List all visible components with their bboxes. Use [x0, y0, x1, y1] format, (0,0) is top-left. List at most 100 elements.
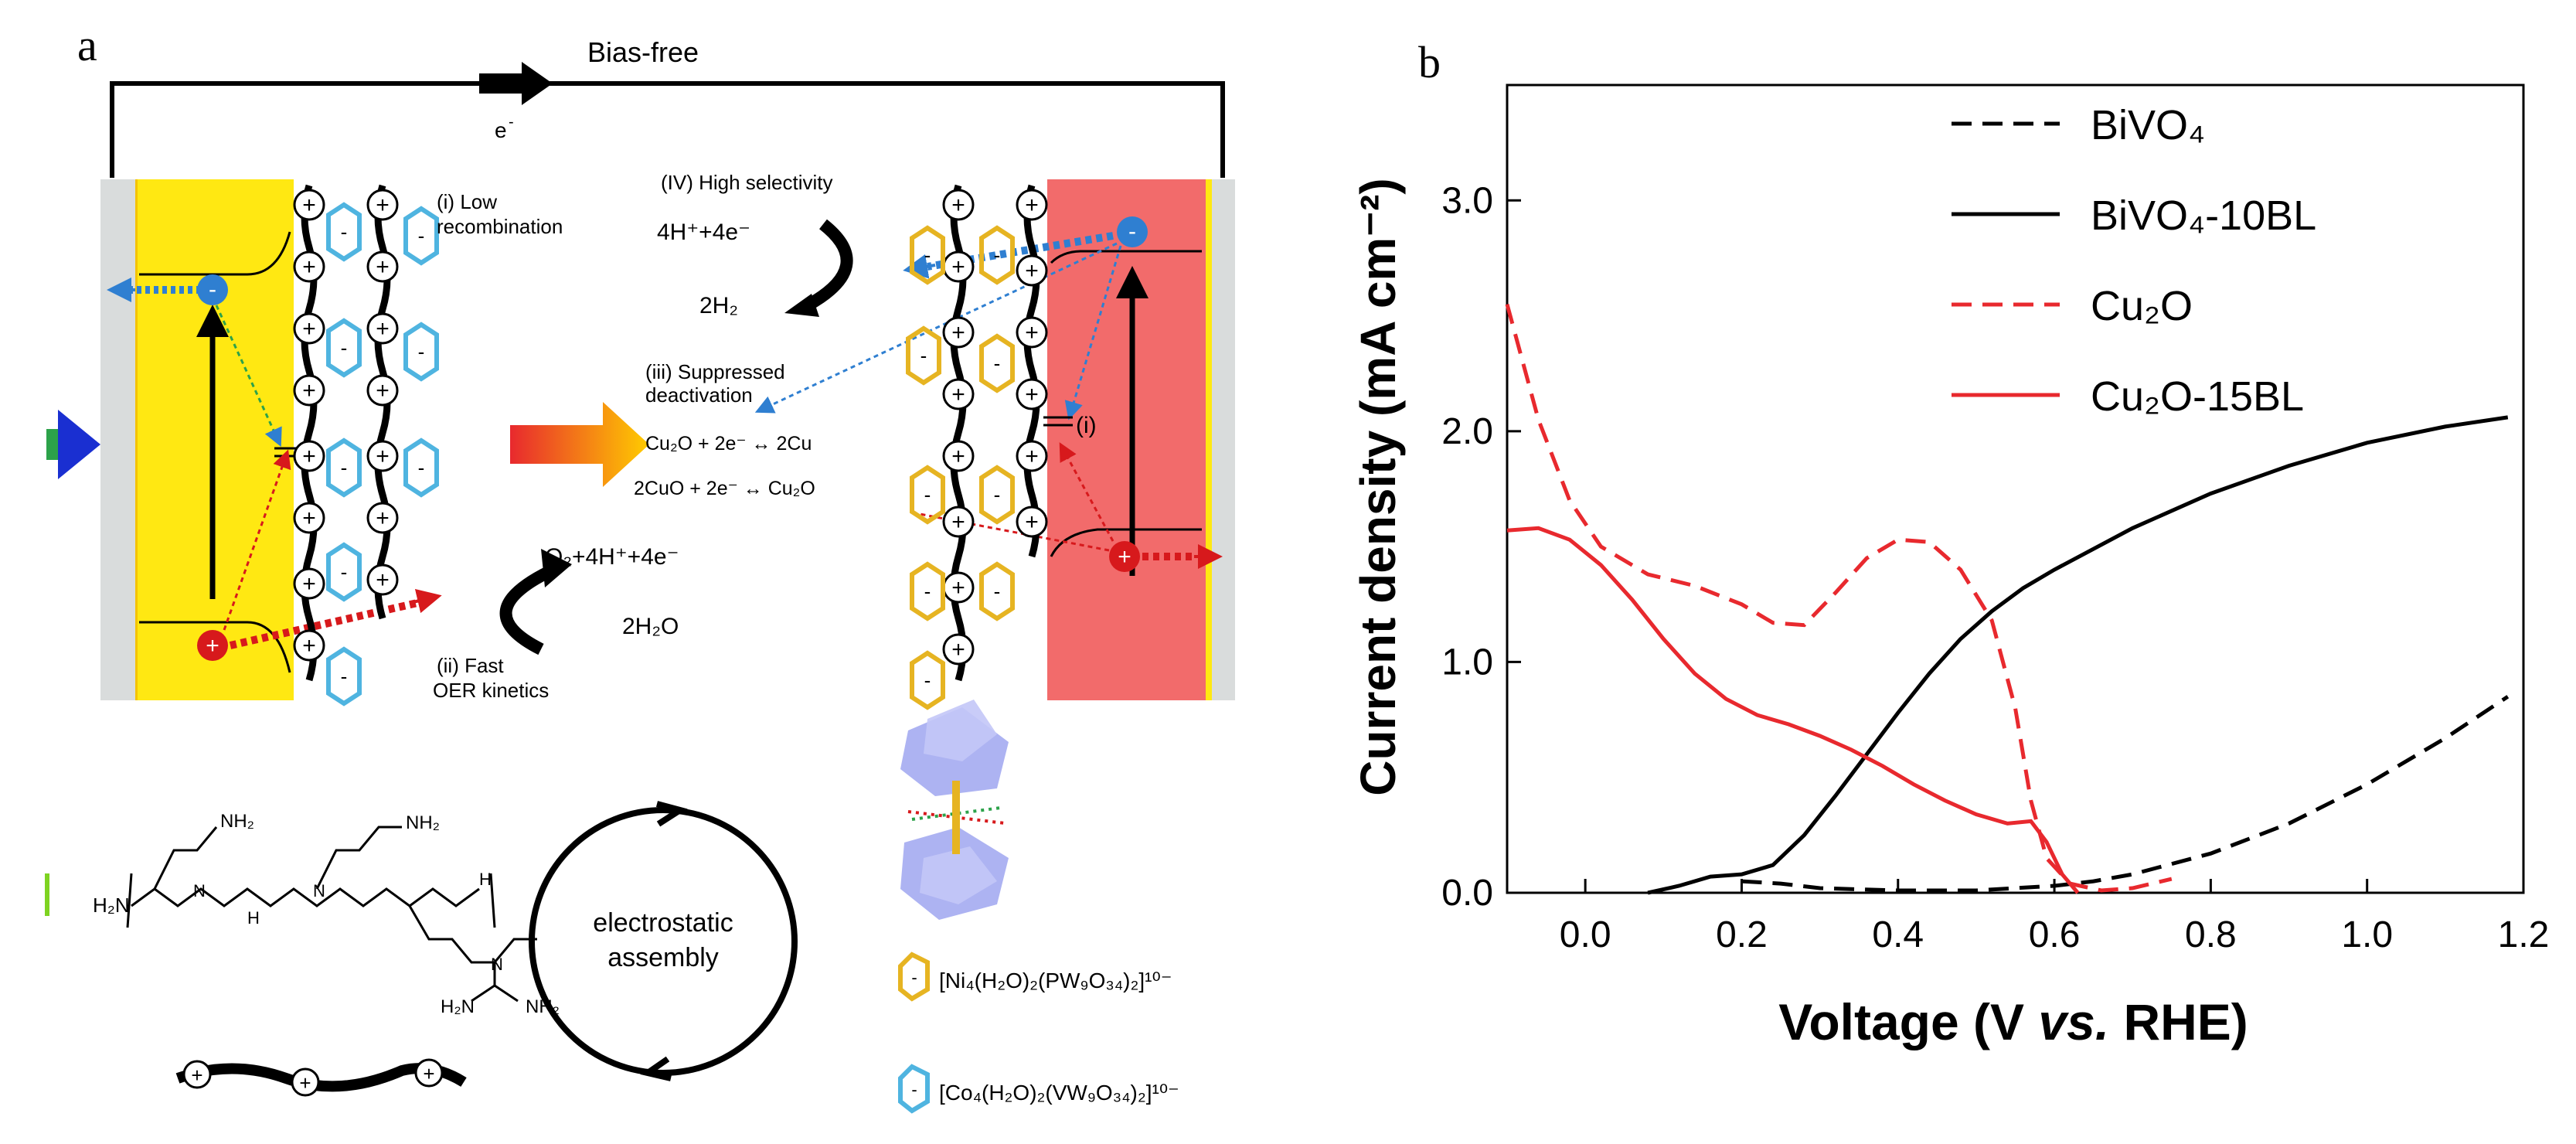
svg-text:-: - — [418, 224, 425, 247]
svg-text:+: + — [302, 378, 316, 403]
suppressed-label-1: (iii) Suppressed — [645, 360, 785, 383]
plus-charge: + — [942, 378, 975, 410]
panel-a: a Bias-free e - - + — [45, 20, 1235, 1114]
pom-anion: - — [979, 465, 1015, 525]
y-axis-label: Current density (mA cm⁻²) — [1350, 178, 1406, 796]
plus-charge: + — [366, 502, 399, 534]
plus-charge: + — [1016, 189, 1048, 221]
plus-charge: + — [366, 563, 399, 596]
plus-charge: + — [366, 374, 399, 407]
svg-text:+: + — [376, 506, 390, 531]
svg-text:NH₂: NH₂ — [406, 812, 440, 833]
x-axis-label: Voltage (V vs. RHE) — [1778, 993, 2248, 1050]
svg-text:+: + — [191, 1064, 202, 1087]
fast-kinetics-label-2: OER kinetics — [433, 679, 549, 702]
svg-text:H: H — [479, 870, 492, 889]
cuo-reduction-reaction: 2CuO + 2e⁻ ↔ Cu₂O — [634, 478, 815, 499]
svg-text:-: - — [920, 344, 927, 367]
pom-anion: - — [910, 561, 945, 621]
plus-charge: + — [942, 250, 975, 283]
pom-anion: - — [326, 318, 362, 378]
plus-charge: + — [293, 312, 325, 345]
electron-transfer-arrow-right — [903, 254, 936, 279]
svg-text:+: + — [299, 1071, 311, 1095]
assembly-label-2: assembly — [607, 943, 719, 972]
svg-text:+: + — [951, 382, 965, 407]
svg-text:-: - — [341, 220, 348, 243]
svg-text:-: - — [994, 580, 1001, 603]
svg-text:+: + — [302, 633, 316, 659]
tandem-flow-arrow — [510, 402, 649, 487]
svg-text:N: N — [313, 881, 325, 901]
plus-charge: + — [366, 312, 399, 345]
cu2o-photocathode — [1047, 179, 1206, 700]
plus-charge: + — [1016, 316, 1048, 349]
water-reactant: 2H₂O — [622, 614, 679, 639]
x-tick-label: 0.0 — [1560, 914, 1611, 955]
svg-text:+: + — [951, 254, 965, 280]
svg-text:-: - — [994, 352, 1001, 375]
plot-frame — [1506, 83, 2525, 894]
svg-text:+: + — [206, 633, 219, 659]
svg-text:-: - — [911, 1080, 917, 1099]
svg-text:+: + — [302, 316, 316, 342]
svg-text:+: + — [423, 1062, 434, 1085]
panel-b: b 0.0 0.2 0.4 0.6 0.8 1.0 1.2 0.0 1.0 2.0 3.0 BiVO… — [1350, 37, 2549, 1050]
pom-anion: - — [326, 646, 362, 706]
plus-charge: + — [1016, 506, 1048, 538]
svg-text:-: - — [924, 243, 931, 267]
co-pom-formula: [Co₄(H₂O)₂(VW₉O₃₄)₂]¹⁰⁻ — [939, 1081, 1179, 1105]
y-tick-label: 1.0 — [1441, 642, 1493, 683]
pei-end-amine: H₂N — [93, 894, 130, 917]
series-line-1 — [1647, 415, 2509, 895]
svg-text:+: + — [951, 575, 965, 601]
pom-anion: - — [326, 202, 362, 262]
pom-anion: - — [910, 225, 945, 285]
svg-text:-: - — [341, 336, 348, 359]
svg-text:-: - — [341, 456, 348, 479]
ni-pom-formula: [Ni₄(H₂O)₂(PW₉O₃₄)₂]¹⁰⁻ — [939, 969, 1172, 992]
low-recombination-label-1: (i) Low — [437, 190, 497, 213]
electrostatic-assembly-cycle: electrostatic assembly — [529, 801, 798, 1081]
plus-charge: + — [293, 189, 325, 221]
legend-label-1: BiVO₄-10BL — [2091, 192, 2316, 239]
electron-left — [197, 274, 228, 305]
electron-sup: - — [509, 114, 514, 131]
svg-text:-: - — [1128, 219, 1136, 244]
svg-text:+: + — [951, 320, 965, 346]
svg-text:-: - — [418, 456, 425, 479]
pom-anion: - — [403, 322, 439, 382]
pom-anion: - — [979, 561, 1015, 621]
svg-text:+: + — [951, 509, 965, 535]
svg-text:+: + — [1025, 382, 1039, 407]
hydrogen-product: 2H₂ — [699, 293, 738, 318]
svg-text:NH₂: NH₂ — [220, 811, 254, 832]
low-recombination-label-2: recombination — [437, 215, 563, 238]
polycation-chain-icon: + + + — [175, 1058, 467, 1097]
x-tick-label: 0.8 — [2185, 914, 2237, 955]
svg-text:-: - — [924, 669, 931, 692]
plus-charge: + — [942, 316, 975, 349]
plus-charge: + — [942, 633, 975, 666]
y-tick-label: 2.0 — [1441, 411, 1493, 452]
svg-text:-: - — [341, 665, 348, 688]
svg-text:+: + — [951, 192, 965, 218]
selectivity-label: (IV) High selectivity — [661, 171, 833, 194]
x-tick-label: 0.4 — [1872, 914, 1924, 955]
svg-text:+: + — [302, 254, 316, 280]
plus-charge: + — [1016, 440, 1048, 472]
svg-text:+: + — [376, 254, 390, 280]
external-circuit-wire — [110, 81, 1225, 178]
valence-band-left — [139, 621, 291, 673]
series-line-0 — [1741, 695, 2510, 893]
pom-anion: - — [403, 206, 439, 266]
plus-charge: + — [293, 440, 325, 472]
svg-text:+: + — [951, 637, 965, 662]
pei-structure: H₂N NH₂ NH₂ N N H H N H₂N NH₂ — [45, 811, 560, 1017]
valence-band-right — [1050, 528, 1202, 557]
svg-text:+: + — [376, 444, 390, 469]
x-tick-label: 0.6 — [2029, 914, 2081, 955]
svg-text:+: + — [376, 192, 390, 218]
svg-text:+: + — [1025, 192, 1039, 218]
